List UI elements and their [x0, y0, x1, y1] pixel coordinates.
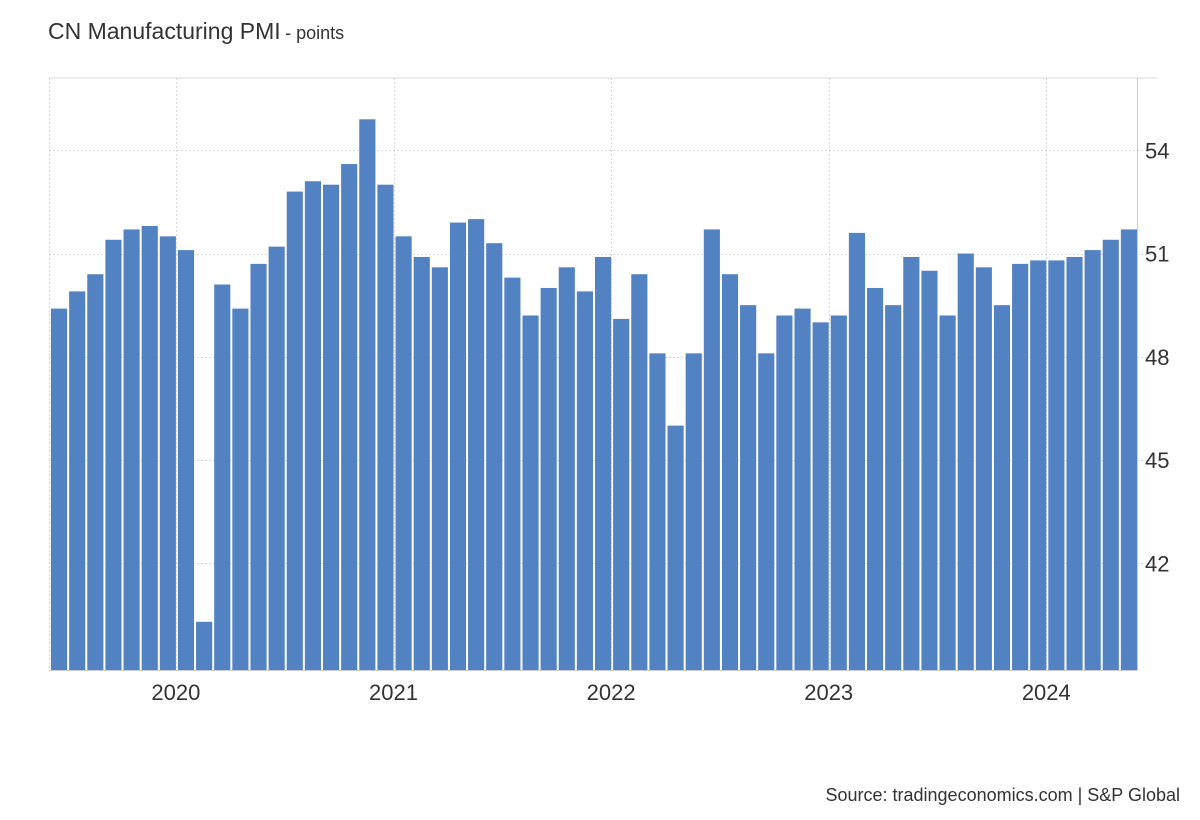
bar-2021-06: [486, 243, 503, 670]
bar-2020-09: [323, 184, 340, 670]
bar-2022-10: [776, 315, 793, 670]
bar-2020-06: [268, 246, 285, 670]
bar-2019-10: [123, 229, 140, 670]
bar-2024-02: [1066, 256, 1083, 670]
axis-layer: 42 45 48 51 54 2020 2021 2022 2023 2024: [49, 78, 1169, 705]
x-tick-label: 2020: [151, 680, 200, 705]
bar-2023-07: [939, 315, 956, 670]
bar-2023-01: [830, 315, 847, 670]
bar-2021-05: [468, 219, 485, 670]
bar-2023-12: [1030, 260, 1047, 670]
bar-2023-04: [885, 305, 902, 670]
chart-unit-label: - points: [285, 23, 345, 43]
bar-2024-01: [1048, 260, 1065, 670]
y-tick-label: 51: [1145, 242, 1169, 267]
bar-2020-05: [250, 263, 267, 670]
bar-2022-02: [631, 274, 648, 670]
bar-2023-09: [975, 267, 992, 670]
y-tick-label: 42: [1145, 551, 1169, 576]
bar-2020-01: [177, 250, 195, 670]
bar-2022-01: [613, 318, 630, 670]
bar-2023-08: [957, 253, 974, 670]
bar-2024-04: [1102, 239, 1119, 670]
y-tick-label: 48: [1145, 345, 1169, 370]
bar-2020-04: [232, 308, 249, 670]
x-tick-label: 2023: [804, 680, 853, 705]
bar-2022-12: [812, 322, 829, 670]
bar-2021-12: [595, 256, 612, 670]
x-tick-label: 2022: [587, 680, 636, 705]
bar-2020-12: [377, 184, 394, 670]
bar-2021-04: [449, 222, 467, 670]
y-tick-label: 45: [1145, 448, 1169, 473]
bar-2023-10: [993, 305, 1011, 670]
bar-2022-04: [667, 425, 684, 670]
bar-2022-08: [740, 305, 757, 670]
bar-2023-11: [1012, 263, 1029, 670]
bar-2022-05: [685, 353, 702, 670]
chart-title: CN Manufacturing PMI: [48, 18, 281, 44]
bar-2019-11: [141, 226, 158, 670]
bar-2019-09: [105, 239, 122, 670]
bar-2021-10: [558, 267, 575, 670]
bar-2024-03: [1084, 250, 1101, 670]
bar-2021-09: [540, 287, 557, 670]
bar-2020-07: [286, 191, 303, 670]
bar-2019-07: [69, 291, 86, 670]
bar-2019-12: [159, 236, 176, 670]
bar-2021-02: [413, 256, 430, 670]
bar-2020-08: [304, 181, 321, 670]
bar-2021-08: [522, 315, 539, 670]
bar-2023-06: [921, 270, 938, 670]
bar-2022-06: [703, 229, 720, 670]
bar-2023-05: [903, 256, 920, 670]
source-label: Source: tradingeconomics.com | S&P Globa…: [825, 785, 1180, 805]
bar-2021-03: [431, 267, 448, 670]
grid-layer: [49, 77, 1157, 670]
x-tick-label: 2024: [1022, 680, 1071, 705]
x-tick-label: 2021: [369, 680, 418, 705]
bar-2022-07: [721, 274, 739, 670]
bar-2020-02: [196, 621, 213, 670]
y-tick-label: 54: [1145, 138, 1169, 163]
bar-2021-11: [576, 291, 593, 670]
bar-2020-10: [341, 164, 358, 671]
bar-2021-01: [395, 236, 412, 670]
bar-2022-09: [758, 353, 775, 670]
bar-2021-07: [504, 277, 521, 670]
bar-2022-03: [649, 353, 666, 670]
bar-2024-05: [1120, 229, 1137, 670]
chart-title-row: CN Manufacturing PMI - points: [48, 18, 344, 45]
bars-layer: [51, 119, 1137, 671]
bar-2023-03: [867, 287, 884, 670]
bar-2019-06: [51, 308, 68, 670]
bar-2020-11: [359, 119, 376, 671]
bar-2019-08: [87, 274, 104, 670]
bar-2023-02: [848, 232, 865, 670]
bar-2022-11: [794, 308, 811, 670]
bar-2020-03: [214, 284, 231, 670]
